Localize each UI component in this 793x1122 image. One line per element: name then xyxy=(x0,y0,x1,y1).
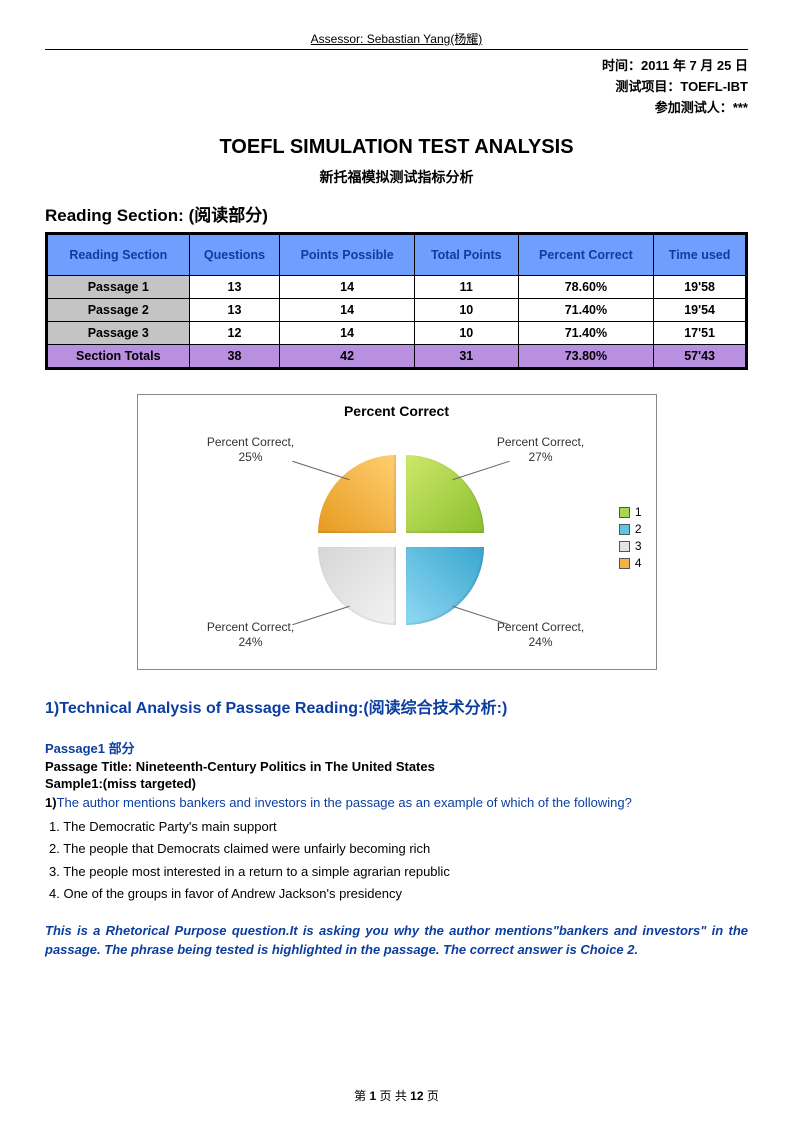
table-cell: 13 xyxy=(189,299,280,322)
question-number: 1) xyxy=(45,795,57,810)
pie-container xyxy=(316,455,486,625)
legend-label: 3 xyxy=(635,539,642,553)
assessor-header: Assessor: Sebastian Yang(杨耀) xyxy=(45,30,748,50)
pie-slice-4 xyxy=(318,455,396,533)
table-totals-row: Section Totals38423173.80%57'43 xyxy=(47,345,747,369)
section-heading: Reading Section: (阅读部分) xyxy=(45,201,748,226)
table-row: Passage 113141178.60%19'58 xyxy=(47,276,747,299)
table-cell: 10 xyxy=(414,299,518,322)
table-cell: 38 xyxy=(189,345,280,369)
technical-heading: 1)Technical Analysis of Passage Reading:… xyxy=(45,694,748,718)
table-cell: 73.80% xyxy=(518,345,654,369)
page-footer: 第 1 页 共 12 页 xyxy=(0,1087,793,1104)
choices-list: 1. The Democratic Party's main support2.… xyxy=(49,816,748,904)
table-cell: Passage 3 xyxy=(47,322,190,345)
choice-item: 3. The people most interested in a retur… xyxy=(49,861,748,883)
sub-title: 新托福模拟测试指标分析 xyxy=(45,167,748,187)
project-label: 测试项目： xyxy=(615,79,680,94)
question-text: 1)The author mentions bankers and invest… xyxy=(45,795,748,810)
pie-chart: Percent Correct Percent Correct, 25% Per… xyxy=(137,394,657,670)
table-cell: 19'54 xyxy=(654,299,747,322)
reading-table: Reading SectionQuestionsPoints PossibleT… xyxy=(45,232,748,370)
table-cell: 14 xyxy=(280,276,415,299)
pie-slice-1 xyxy=(406,455,484,533)
legend-item: 4 xyxy=(619,556,642,570)
table-header-cell: Reading Section xyxy=(47,234,190,276)
table-cell: Passage 2 xyxy=(47,299,190,322)
choice-item: 4. One of the groups in favor of Andrew … xyxy=(49,883,748,905)
table-row: Passage 312141071.40%17'51 xyxy=(47,322,747,345)
passage-title: Passage Title: Nineteenth-Century Politi… xyxy=(45,759,748,774)
legend-label: 1 xyxy=(635,505,642,519)
table-cell: 17'51 xyxy=(654,322,747,345)
table-cell: 12 xyxy=(189,322,280,345)
table-cell: 19'58 xyxy=(654,276,747,299)
table-cell: 14 xyxy=(280,322,415,345)
project-value: TOEFL-IBT xyxy=(680,79,748,94)
table-header-cell: Points Possible xyxy=(280,234,415,276)
table-header-cell: Total Points xyxy=(414,234,518,276)
table-header-cell: Questions xyxy=(189,234,280,276)
table-header-cell: Percent Correct xyxy=(518,234,654,276)
table-row: Passage 213141071.40%19'54 xyxy=(47,299,747,322)
explanation-text: This is a Rhetorical Purpose question.It… xyxy=(45,921,748,960)
pie-slice-3 xyxy=(318,547,396,625)
legend-item: 3 xyxy=(619,539,642,553)
pie-slice-2 xyxy=(406,547,484,625)
table-cell: 71.40% xyxy=(518,322,654,345)
table-header-cell: Time used xyxy=(654,234,747,276)
legend-swatch xyxy=(619,507,630,518)
table-cell: 78.60% xyxy=(518,276,654,299)
table-cell: 42 xyxy=(280,345,415,369)
participant-value: *** xyxy=(733,100,748,115)
table-cell: 14 xyxy=(280,299,415,322)
legend-swatch xyxy=(619,541,630,552)
table-cell: Section Totals xyxy=(47,345,190,369)
legend-label: 2 xyxy=(635,522,642,536)
table-cell: 11 xyxy=(414,276,518,299)
slice-label-4: Percent Correct, 25% xyxy=(206,435,296,464)
choice-item: 2. The people that Democrats claimed wer… xyxy=(49,838,748,860)
meta-block: 时间：2011 年 7 月 25 日 测试项目：TOEFL-IBT 参加测试人：… xyxy=(45,56,748,118)
main-title: TOEFL SIMULATION TEST ANALYSIS xyxy=(45,136,748,159)
participant-label: 参加测试人： xyxy=(655,100,733,115)
chart-title: Percent Correct xyxy=(146,403,648,419)
legend-label: 4 xyxy=(635,556,642,570)
sample-label: Sample1:(miss targeted) xyxy=(45,776,748,791)
legend-item: 1 xyxy=(619,505,642,519)
table-cell: 71.40% xyxy=(518,299,654,322)
passage-label: Passage1 部分 xyxy=(45,738,748,757)
table-header-row: Reading SectionQuestionsPoints PossibleT… xyxy=(47,234,747,276)
question-body: The author mentions bankers and investor… xyxy=(57,795,632,810)
choice-item: 1. The Democratic Party's main support xyxy=(49,816,748,838)
table-cell: 13 xyxy=(189,276,280,299)
table-cell: Passage 1 xyxy=(47,276,190,299)
date-value: 2011 年 7 月 25 日 xyxy=(641,58,748,73)
legend-item: 2 xyxy=(619,522,642,536)
legend-swatch xyxy=(619,558,630,569)
table-cell: 57'43 xyxy=(654,345,747,369)
chart-legend: 1 2 3 4 xyxy=(619,505,642,573)
slice-label-3: Percent Correct, 24% xyxy=(206,620,296,649)
legend-swatch xyxy=(619,524,630,535)
table-cell: 31 xyxy=(414,345,518,369)
table-cell: 10 xyxy=(414,322,518,345)
date-label: 时间： xyxy=(602,58,641,73)
